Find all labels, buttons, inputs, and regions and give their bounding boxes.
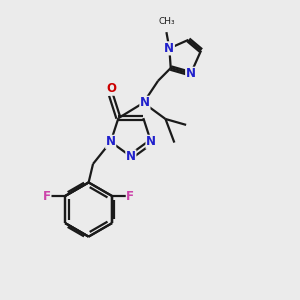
Text: CH₃: CH₃	[158, 17, 175, 26]
Text: N: N	[186, 67, 196, 80]
Text: O: O	[106, 82, 116, 95]
Text: N: N	[126, 150, 136, 163]
Text: F: F	[43, 190, 51, 202]
Text: F: F	[126, 190, 134, 202]
Text: N: N	[164, 42, 174, 55]
Text: N: N	[106, 135, 116, 148]
Text: N: N	[140, 96, 150, 109]
Text: N: N	[146, 135, 156, 148]
